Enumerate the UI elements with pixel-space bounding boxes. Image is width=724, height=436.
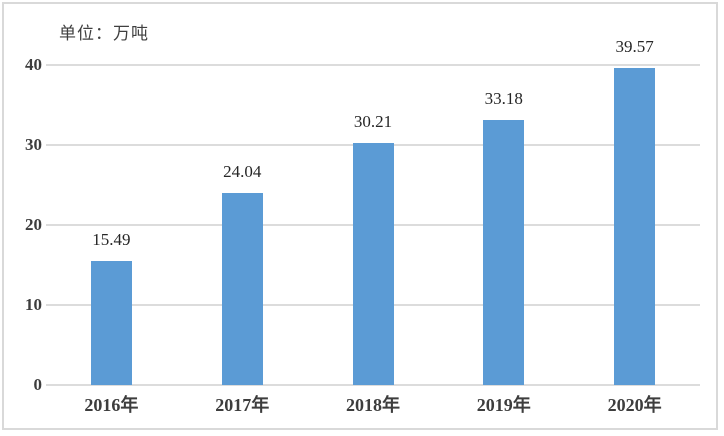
y-tick-label: 10 [25, 295, 42, 314]
y-tick-label: 40 [25, 55, 42, 74]
value-label: 33.18 [484, 88, 523, 108]
bar [352, 143, 394, 385]
gridline [46, 384, 700, 386]
bar [90, 261, 132, 385]
unit-label: 单位：万吨 [59, 24, 149, 43]
value-label: 30.21 [353, 112, 393, 132]
y-tick-label: 30 [25, 135, 42, 154]
x-tick-label: 2020年 [607, 395, 662, 415]
x-tick-label: 2017年 [215, 395, 270, 415]
x-tick-label: 2016年 [84, 395, 139, 415]
value-label: 39.57 [615, 37, 654, 57]
x-tick-label: 2018年 [346, 395, 400, 415]
y-tick-label: 20 [25, 215, 42, 234]
chart-border [2, 2, 718, 430]
value-label: 15.49 [92, 230, 131, 250]
x-tick-label: 2019年 [476, 395, 531, 415]
bar [483, 119, 525, 385]
bar [614, 68, 656, 385]
value-label: 24.04 [223, 161, 262, 181]
bar [221, 192, 263, 385]
gridline [46, 64, 700, 66]
y-tick-label: 0 [33, 375, 43, 394]
